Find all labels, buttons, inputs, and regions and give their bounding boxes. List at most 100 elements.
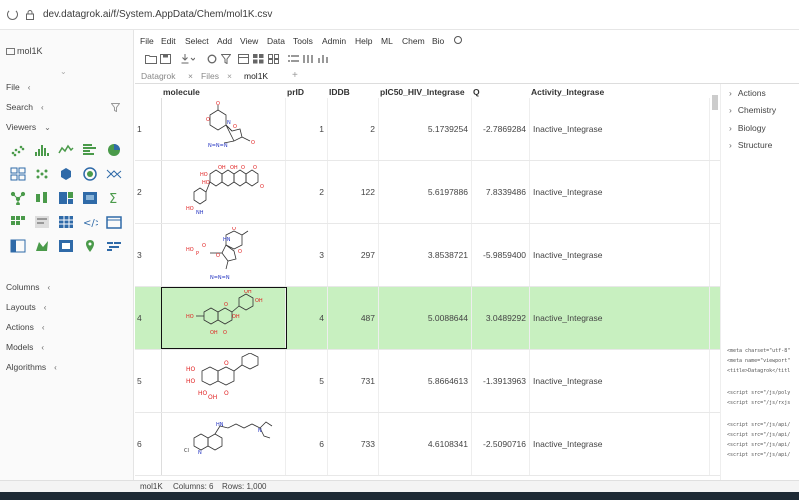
shape-map-icon[interactable]	[34, 239, 50, 253]
q-cell[interactable]: -2.7869284	[472, 98, 530, 160]
trellis-plot-icon[interactable]	[10, 167, 26, 181]
calendar-icon[interactable]	[106, 215, 122, 229]
prid-cell[interactable]: 4	[286, 287, 328, 349]
3d-scatter-icon[interactable]	[58, 167, 74, 181]
grid-view-icon[interactable]	[253, 54, 264, 64]
menu-edit[interactable]: Edit	[161, 36, 176, 46]
column-header-iddb[interactable]: IDDB	[329, 87, 350, 97]
column-header-q[interactable]: Q	[473, 87, 480, 97]
menu-data[interactable]: Data	[267, 36, 285, 46]
activity-cell[interactable]: Inactive_Integrase	[530, 350, 710, 412]
panel-item-actions[interactable]: › Actions	[729, 88, 766, 98]
sidebar-section-layouts[interactable]: Layouts ‹	[6, 302, 47, 312]
list-icon[interactable]	[288, 54, 299, 64]
column-header-pic50[interactable]: pIC50_HIV_Integrase	[380, 87, 465, 97]
prid-cell[interactable]: 6	[286, 413, 328, 475]
bar-chart-icon[interactable]	[82, 143, 98, 157]
column-stats-icon[interactable]	[318, 54, 329, 64]
iddb-cell[interactable]: 297	[328, 224, 379, 286]
tab-mol1k[interactable]: mol1K	[244, 71, 269, 81]
molecule-cell[interactable]: O N O O N=N=N O	[162, 98, 286, 160]
refresh-icon[interactable]	[207, 54, 218, 64]
iddb-cell[interactable]: 487	[328, 287, 379, 349]
molecule-cell[interactable]: OH OH HO OH OH O O	[162, 287, 286, 349]
statistics-icon[interactable]: Σ	[106, 191, 122, 205]
molecule-cell[interactable]: OH OH O O HO HO HO NH O	[162, 161, 286, 223]
lock-icon[interactable]	[26, 10, 34, 20]
menu-chem[interactable]: Chem	[402, 36, 425, 46]
menu-ml[interactable]: ML	[381, 36, 393, 46]
pic50-cell[interactable]: 5.8664613	[379, 350, 472, 412]
tree-map-icon[interactable]	[58, 191, 74, 205]
menu-bio[interactable]: Bio	[432, 36, 445, 46]
histogram-icon[interactable]	[34, 143, 50, 157]
search-icon[interactable]	[454, 36, 462, 44]
menu-add[interactable]: Add	[217, 36, 233, 46]
download-icon[interactable]	[181, 54, 196, 64]
q-cell[interactable]: -1.3913963	[472, 350, 530, 412]
panel-item-structure[interactable]: › Structure	[729, 140, 773, 150]
table-row-selected[interactable]: 4 OH OH HO OH OH O O 4 487 5.0088644 3.0489292…	[135, 287, 720, 350]
activity-cell[interactable]: Inactive_Integrase	[530, 98, 710, 160]
data-grid[interactable]: molecule prID IDDB pIC50_HIV_Integrase Q…	[135, 84, 720, 480]
activity-cell[interactable]: Inactive_Integrase	[530, 413, 710, 475]
pie-chart-icon[interactable]	[106, 143, 122, 157]
sidebar-section-models[interactable]: Models ‹	[6, 342, 45, 352]
sidebar-title[interactable]: mol1K	[6, 46, 43, 56]
tab-files[interactable]: Files ×	[201, 71, 232, 81]
tile-viewer-icon[interactable]	[10, 215, 26, 229]
table-view-icon[interactable]	[238, 54, 249, 64]
panel-item-biology[interactable]: › Biology	[729, 123, 766, 133]
sidebar-section-viewers[interactable]: Viewers ⌄	[6, 122, 51, 132]
iddb-cell[interactable]: 731	[328, 350, 379, 412]
tab-datagrok[interactable]: Datagrok	[141, 71, 176, 81]
menu-file[interactable]: File	[140, 36, 154, 46]
pic50-cell[interactable]: 3.8538721	[379, 224, 472, 286]
column-header-molecule[interactable]: molecule	[163, 87, 200, 97]
markup-icon[interactable]: </>	[82, 215, 98, 229]
column-header-activity[interactable]: Activity_Integrase	[531, 87, 605, 97]
network-diagram-icon[interactable]	[10, 191, 26, 205]
molecule-cell[interactable]: O HN O HO P O O N=N=N	[162, 224, 286, 286]
molecule-cell[interactable]: HO HO HO OH O O	[162, 350, 286, 412]
filter-toolbar-icon[interactable]	[220, 54, 232, 65]
table-row[interactable]: 3 O HN O HO P O O N=N=N 3 297 3.8538721 -5.9859…	[135, 224, 720, 287]
activity-cell[interactable]: Inactive_Integrase	[530, 161, 710, 223]
q-cell[interactable]: -2.5090716	[472, 413, 530, 475]
pic50-cell[interactable]: 5.0088644	[379, 287, 472, 349]
activity-cell[interactable]: Inactive_Integrase	[530, 287, 710, 349]
sidebar-section-algorithms[interactable]: Algorithms ‹	[6, 362, 57, 372]
menu-select[interactable]: Select	[185, 36, 209, 46]
close-icon[interactable]: ×	[188, 71, 193, 81]
sidebar-section-actions[interactable]: Actions ‹	[6, 322, 45, 332]
prid-cell[interactable]: 3	[286, 224, 328, 286]
menu-tools[interactable]: Tools	[293, 36, 313, 46]
heat-map-icon[interactable]	[82, 191, 98, 205]
columns-icon[interactable]	[303, 54, 314, 64]
status-table-name[interactable]: mol1K	[140, 482, 163, 491]
reload-icon[interactable]	[7, 9, 18, 20]
table-row[interactable]: 5 HO HO HO OH O O 5 731 5.8664613 -1.3913963 …	[135, 350, 720, 413]
open-folder-icon[interactable]	[145, 54, 157, 64]
panel-item-chemistry[interactable]: › Chemistry	[729, 105, 777, 115]
prid-cell[interactable]: 2	[286, 161, 328, 223]
sidebar-section-columns[interactable]: Columns ‹	[6, 282, 51, 292]
iddb-cell[interactable]: 2	[328, 98, 379, 160]
grid-icon[interactable]	[58, 215, 74, 229]
menu-view[interactable]: View	[240, 36, 259, 46]
add-tab-icon[interactable]: +	[292, 70, 298, 81]
line-chart-icon[interactable]	[58, 143, 74, 157]
chart-data-icon[interactable]	[58, 239, 74, 253]
q-cell[interactable]: 3.0489292	[472, 287, 530, 349]
column-header-prid[interactable]: prID	[287, 87, 304, 97]
pic50-cell[interactable]: 5.6197886	[379, 161, 472, 223]
filter-icon[interactable]	[111, 103, 120, 112]
pic50-cell[interactable]: 4.6108341	[379, 413, 472, 475]
box-plot-icon[interactable]	[34, 191, 50, 205]
form-viewer-icon[interactable]	[34, 215, 50, 229]
iddb-cell[interactable]: 733	[328, 413, 379, 475]
sidebar-section-file[interactable]: File ‹	[6, 82, 31, 92]
q-cell[interactable]: 7.8339486	[472, 161, 530, 223]
map-icon[interactable]	[82, 239, 98, 253]
url-text[interactable]: dev.datagrok.ai/f/System.AppData/Chem/mo…	[43, 9, 273, 20]
